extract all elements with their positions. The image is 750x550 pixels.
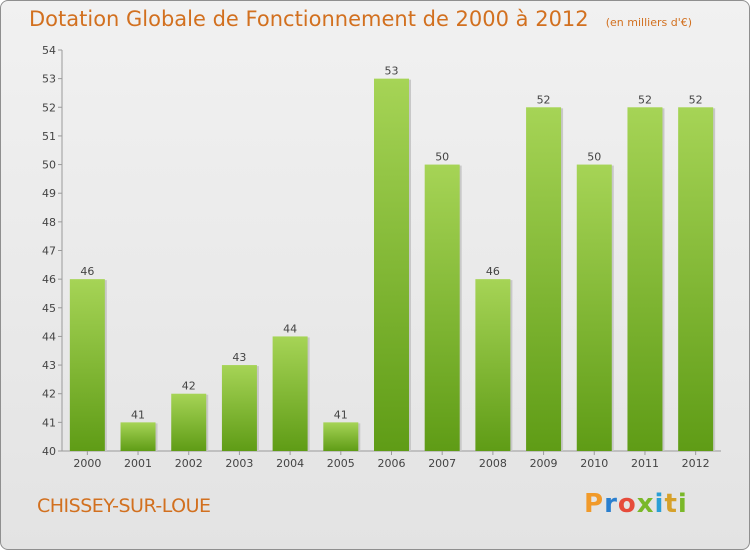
x-tick-label: 2011 [631,457,659,470]
x-tick-label: 2001 [124,457,152,470]
y-tick-label: 52 [42,101,56,114]
x-tick-label: 2007 [428,457,456,470]
y-tick-label: 40 [42,445,56,458]
y-tick-label: 45 [42,302,56,315]
bar-value-label: 52 [689,93,703,106]
y-tick-label: 43 [42,359,56,372]
bar-value-label: 42 [182,380,196,393]
proxiti-logo: Proxiti [584,489,688,519]
bar [576,164,612,452]
bar [678,107,714,452]
bar-value-label: 46 [486,265,500,278]
bar [627,107,663,452]
x-tick-label: 2012 [682,457,710,470]
x-tick-label: 2003 [225,457,253,470]
bar-value-label: 46 [80,265,94,278]
bar-value-label: 52 [638,93,652,106]
chart-subtitle: (en milliers d'€) [605,16,693,29]
bar [171,393,207,451]
y-tick-label: 48 [42,216,56,229]
x-tick-label: 2006 [378,457,406,470]
x-tick-label: 2002 [175,457,203,470]
bar [323,422,359,451]
bar-value-label: 41 [131,408,145,421]
bar [424,164,460,452]
bar [272,336,308,451]
logo-letter: i [654,489,665,519]
chart-title: Dotation Globale de Fonctionnement de 20… [29,7,589,31]
bar-value-label: 44 [283,322,297,335]
bar-value-label: 50 [587,151,601,164]
y-tick-label: 42 [42,388,56,401]
x-tick-label: 2010 [580,457,608,470]
y-tick-label: 51 [42,130,56,143]
y-tick-label: 54 [42,44,56,57]
commune-name: CHISSEY-SUR-LOUE [37,495,211,517]
bar [120,422,156,451]
y-tick-label: 46 [42,273,56,286]
x-tick-label: 2004 [276,457,304,470]
chart-title-row: Dotation Globale de Fonctionnement de 20… [29,7,692,31]
bar-value-label: 52 [537,93,551,106]
bar-value-label: 53 [385,65,399,78]
logo-letter: P [584,489,605,519]
y-tick-label: 53 [42,73,56,86]
bar [526,107,562,452]
bar-value-label: 41 [334,408,348,421]
bar-value-label: 43 [232,351,246,364]
bar-value-label: 50 [435,151,449,164]
logo-letter: i [677,489,688,519]
x-tick-label: 2008 [479,457,507,470]
y-tick-label: 44 [42,330,56,343]
logo-letter: t [664,489,678,519]
y-tick-label: 47 [42,245,56,258]
logo-letter: r [604,489,618,519]
bar [374,78,409,452]
bar [221,365,257,451]
bar [475,279,511,451]
x-tick-label: 2005 [327,457,355,470]
x-tick-label: 2009 [530,457,558,470]
bar [69,279,105,451]
y-tick-label: 49 [42,187,56,200]
logo-letter: x [636,489,655,519]
y-tick-label: 41 [42,416,56,429]
logo-letter: o [617,489,637,519]
x-tick-label: 2000 [73,457,101,470]
y-tick-label: 50 [42,159,56,172]
